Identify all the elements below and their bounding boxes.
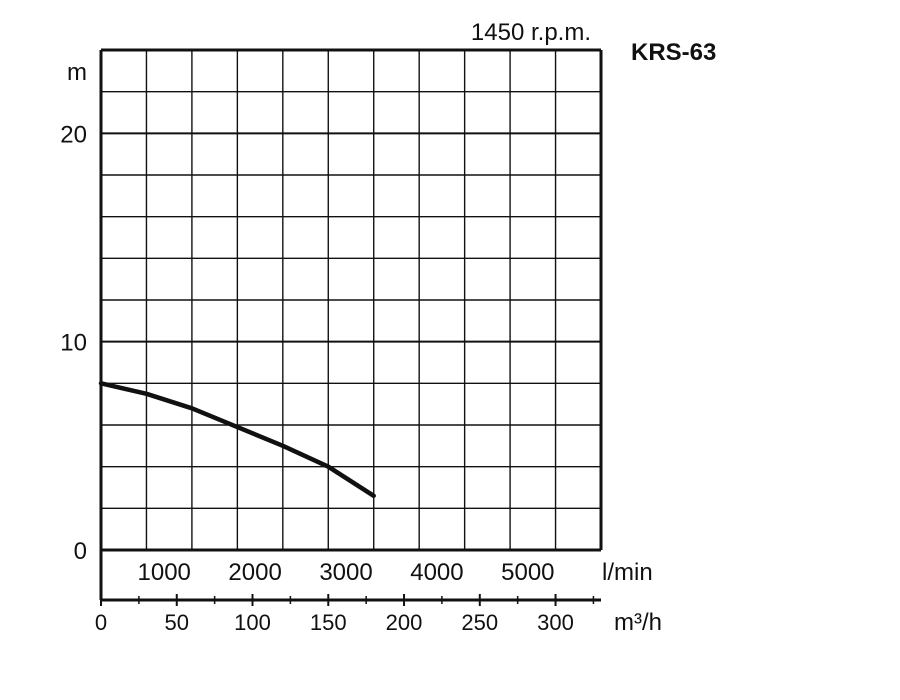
lmin-tick-label: 2000 (228, 559, 281, 586)
y-tick-label: 0 (74, 538, 87, 565)
lmin-tick-label: 3000 (319, 559, 372, 586)
chart-series (98, 381, 376, 499)
m3h-tick-label: 250 (461, 610, 498, 635)
model-label: KRS-63 (631, 39, 716, 66)
m3h-tick-label: 0 (95, 610, 107, 635)
chart-labels: 0 10 20 m 1000 2000 3000 4000 5000 l/min 0 50 100 150… (60, 19, 716, 636)
chart-grid (101, 50, 601, 550)
y-tick-label: 10 (60, 330, 87, 357)
m3h-tick-label: 300 (537, 610, 574, 635)
lmin-axis-label: l/min (602, 559, 653, 586)
y-axis-label: m (67, 59, 87, 86)
m3h-tick-label: 100 (234, 610, 271, 635)
m3h-axis-label: m³/h (614, 609, 662, 636)
m3h-tick-label: 200 (386, 610, 423, 635)
lmin-tick-label: 4000 (410, 559, 463, 586)
chart-frame (99, 48, 603, 606)
lmin-tick-label: 5000 (501, 559, 554, 586)
lmin-tick-label: 1000 (138, 559, 191, 586)
m3h-tick-label: 150 (310, 610, 347, 635)
speed-label: 1450 r.p.m. (471, 19, 591, 46)
y-tick-label: 20 (60, 121, 87, 148)
m3h-tick-label: 50 (165, 610, 189, 635)
